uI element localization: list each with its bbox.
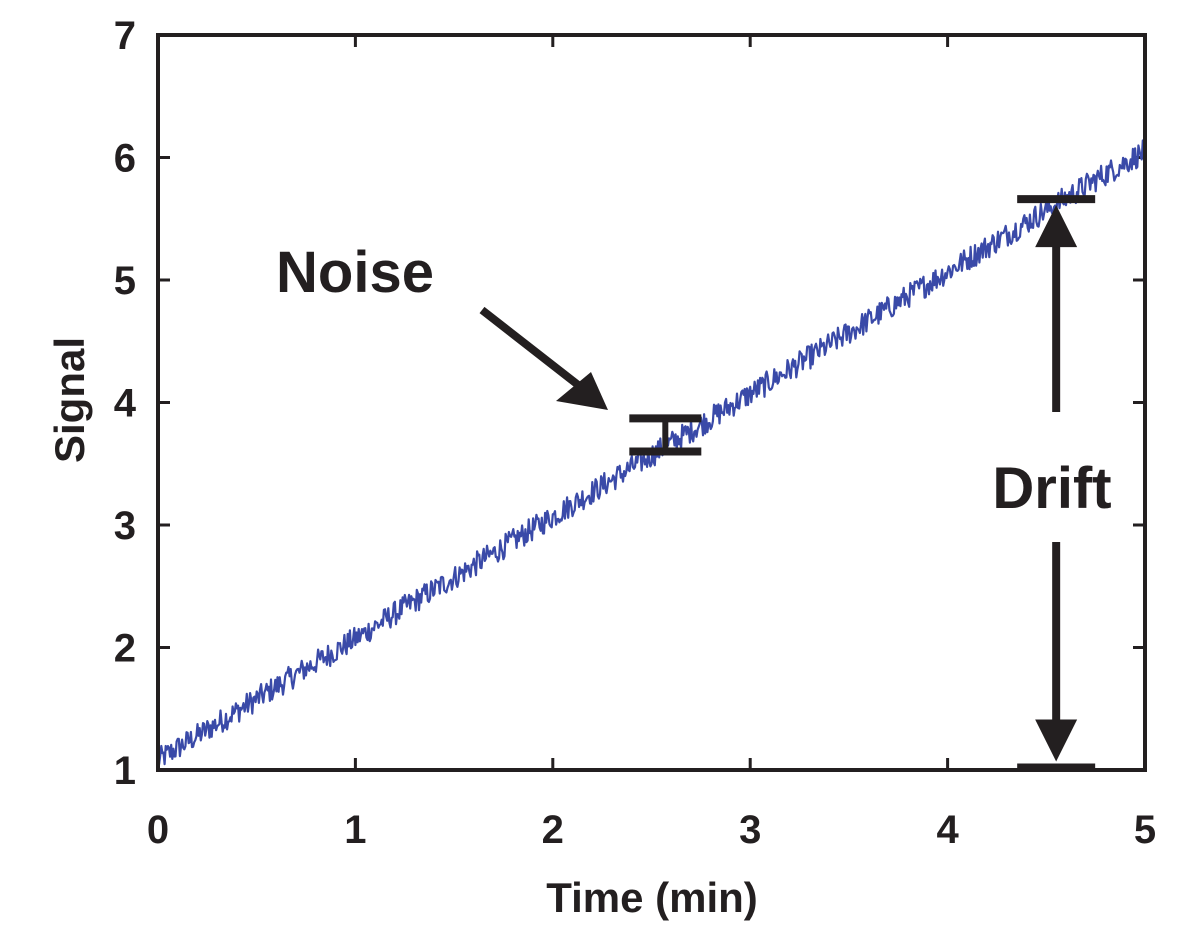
y-tick-labels: 1 2 3 4 5 6 7 [114, 14, 137, 793]
drift-annotation-label: Drift [992, 456, 1111, 521]
y-tick-label: 1 [114, 749, 136, 793]
x-tick-label: 5 [1134, 808, 1156, 852]
drift-up-arrowhead [1035, 205, 1078, 248]
noise-pointer-arrow-shaft [479, 306, 585, 392]
y-tick-label: 4 [114, 382, 137, 426]
noise-pointer-arrowhead [556, 372, 608, 410]
y-tick-label: 7 [114, 14, 136, 58]
x-tick-label: 3 [739, 808, 761, 852]
axis-ticks [156, 33, 1147, 772]
plot-frame [156, 33, 1147, 772]
x-tick-labels: 0 1 2 3 4 5 [147, 808, 1156, 852]
y-tick-label: 3 [114, 504, 136, 548]
x-tick-label: 2 [542, 808, 564, 852]
signal-series-line [156, 139, 1147, 766]
annotations [479, 195, 1096, 772]
noise-annotation-label: Noise [276, 240, 434, 305]
x-tick-label: 1 [344, 808, 366, 852]
x-tick-label: 0 [147, 808, 169, 852]
y-tick-label: 2 [114, 627, 136, 671]
drift-down-arrowhead [1035, 719, 1078, 762]
x-tick-label: 4 [936, 808, 959, 852]
y-tick-label: 5 [114, 259, 136, 303]
x-axis-title: Time (min) [546, 874, 758, 921]
y-axis-title: Signal [46, 337, 93, 463]
y-tick-label: 6 [114, 137, 136, 181]
